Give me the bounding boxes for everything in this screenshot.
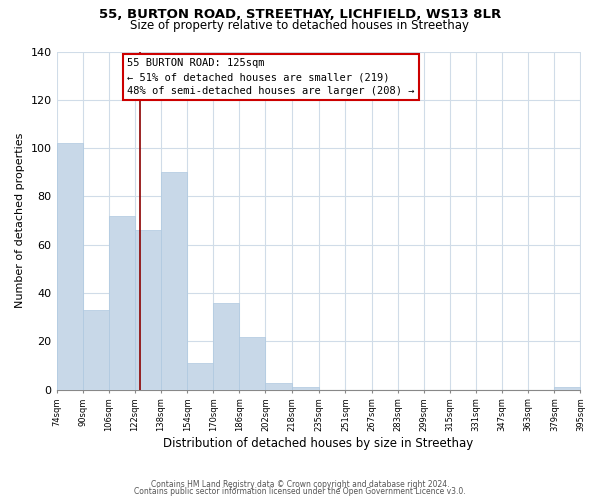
Y-axis label: Number of detached properties: Number of detached properties bbox=[15, 133, 25, 308]
X-axis label: Distribution of detached houses by size in Streethay: Distribution of detached houses by size … bbox=[163, 437, 473, 450]
Bar bbox=[292, 388, 319, 390]
Bar bbox=[56, 144, 83, 390]
Bar bbox=[161, 172, 187, 390]
Text: Size of property relative to detached houses in Streethay: Size of property relative to detached ho… bbox=[131, 18, 470, 32]
Bar bbox=[187, 363, 213, 390]
Bar bbox=[239, 336, 265, 390]
Text: 55, BURTON ROAD, STREETHAY, LICHFIELD, WS13 8LR: 55, BURTON ROAD, STREETHAY, LICHFIELD, W… bbox=[99, 8, 501, 20]
Bar bbox=[83, 310, 109, 390]
Bar bbox=[554, 388, 580, 390]
Text: Contains public sector information licensed under the Open Government Licence v3: Contains public sector information licen… bbox=[134, 487, 466, 496]
Bar bbox=[265, 382, 292, 390]
Bar bbox=[109, 216, 135, 390]
Text: 55 BURTON ROAD: 125sqm
← 51% of detached houses are smaller (219)
48% of semi-de: 55 BURTON ROAD: 125sqm ← 51% of detached… bbox=[127, 58, 415, 96]
Bar bbox=[135, 230, 161, 390]
Text: Contains HM Land Registry data © Crown copyright and database right 2024.: Contains HM Land Registry data © Crown c… bbox=[151, 480, 449, 489]
Bar bbox=[213, 303, 239, 390]
